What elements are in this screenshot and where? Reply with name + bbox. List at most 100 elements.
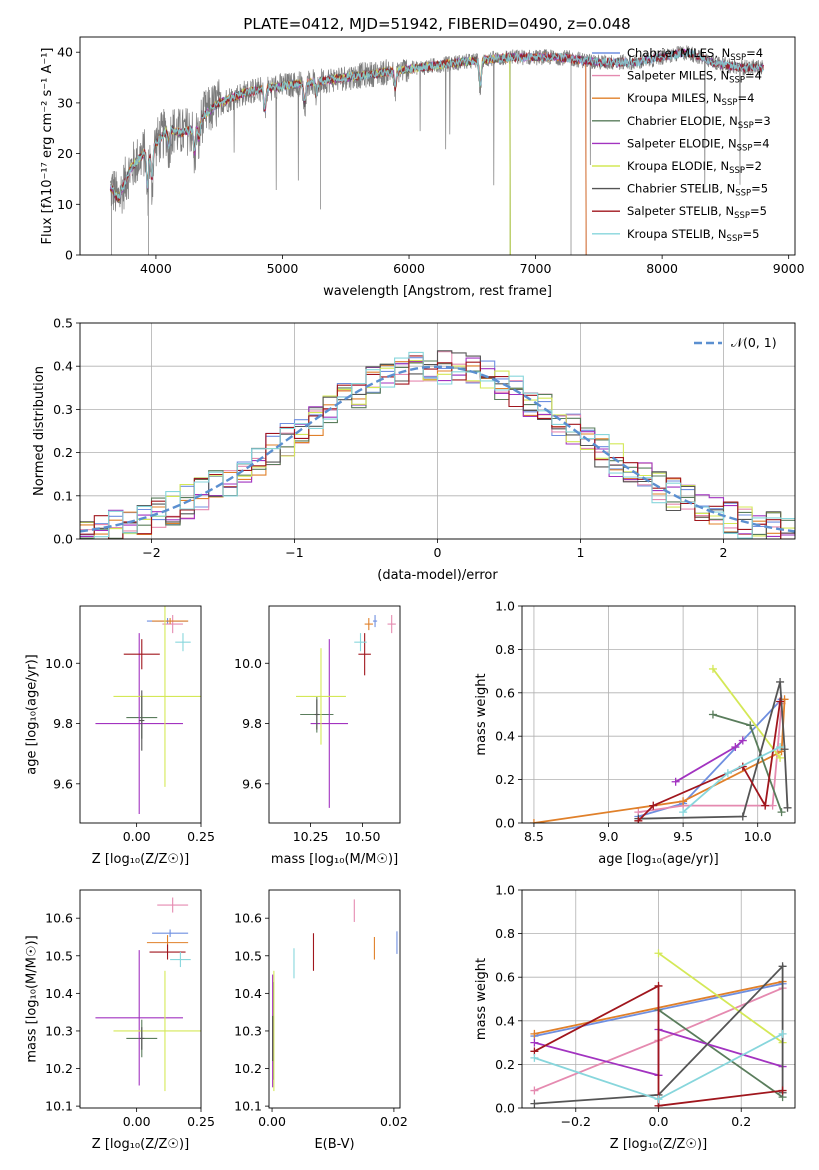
data-point <box>358 633 371 676</box>
x-tick-label: 5000 <box>267 261 299 276</box>
y-tick-label: 9.6 <box>53 776 73 791</box>
series-marker <box>529 819 538 823</box>
age-vs-Z-panel: 0.00 0.25 9.6 9.8 10.0 Z [log₁₀(Z/Z☉)] age [lo… <box>25 605 215 867</box>
data-point <box>157 897 189 913</box>
residuals-panel: −2 −1 0 1 2 0.0 0.1 0.2 0.3 0.4 0.5 (data-model)/er… <box>32 316 796 583</box>
y-tick-label: 10.6 <box>45 911 73 926</box>
data-point <box>152 929 189 937</box>
series-marker <box>776 743 785 752</box>
x-tick-label: 10.0 <box>744 829 772 844</box>
legend-label: Kroupa STELIB, NSSP=5 <box>627 227 759 244</box>
y-tick-label: 0.6 <box>495 685 515 700</box>
plot-frame <box>79 889 202 1109</box>
x-tick-label: 9.0 <box>599 829 619 844</box>
legend-label: Kroupa ELODIE, NSSP=2 <box>627 159 762 176</box>
x-tick-label: 8.5 <box>524 829 544 844</box>
legend-subscript: SSP <box>737 143 753 153</box>
data-point <box>296 648 346 745</box>
series-marker <box>778 1086 787 1095</box>
y-tick-label: 9.8 <box>53 716 73 731</box>
series-line <box>533 984 783 1107</box>
series-marker <box>778 962 787 971</box>
data-point <box>149 944 186 960</box>
x-axis-label: mass [log₁₀(M/M☉)] <box>271 852 398 867</box>
series-marker <box>723 769 732 778</box>
y-tick-label: 0.3 <box>53 402 73 417</box>
x-axis-label: age [log₁₀(age/yr)] <box>598 852 719 867</box>
y-tick-label: 10.5 <box>45 948 73 963</box>
series-line <box>712 668 781 759</box>
legend-label: 𝒩(0, 1) <box>731 335 777 350</box>
series-line <box>657 1009 784 1098</box>
data-point <box>152 618 189 625</box>
y-axis-label: mass [log₁₀(M/M☉)] <box>25 935 40 1062</box>
series-marker <box>634 816 643 823</box>
series-marker <box>708 710 717 719</box>
x-tick-label: 10.25 <box>293 829 329 844</box>
y-tick-label: 0.0 <box>495 1101 515 1116</box>
x-tick-label: 9000 <box>773 261 805 276</box>
normal-reference-curve <box>80 365 795 533</box>
series-marker <box>530 1038 539 1047</box>
x-tick-label: 8000 <box>646 261 678 276</box>
series-marker <box>654 949 663 958</box>
plot-frame <box>521 889 796 1109</box>
x-tick-label: 0.00 <box>258 1114 286 1129</box>
model-spectrum-line <box>109 52 587 255</box>
legend-label: Salpeter MILES, NSSP=4 <box>627 69 762 86</box>
legend-label: Kroupa MILES, NSSP=4 <box>627 91 754 108</box>
y-tick-label: 10.4 <box>234 986 262 1001</box>
x-tick-label: 0.00 <box>123 829 151 844</box>
data-point <box>139 690 145 751</box>
plot-frame <box>268 889 401 1109</box>
errorbar-plot-area <box>296 615 396 808</box>
errorbar-plot-area <box>95 606 201 814</box>
y-tick-label: 10.6 <box>234 911 262 926</box>
legend-subscript: SSP <box>727 234 743 244</box>
weight-plot-area <box>529 664 792 823</box>
series-marker <box>761 801 770 810</box>
legend-tail: =5 <box>751 182 768 196</box>
y-tick-label: 40 <box>57 45 73 60</box>
y-tick-label: 0.4 <box>495 1013 515 1028</box>
series-marker <box>776 753 785 762</box>
y-tick-label: 0.4 <box>495 729 515 744</box>
x-tick-label: 0.00 <box>123 1114 151 1129</box>
plot-frame <box>521 605 796 824</box>
series-line <box>534 964 784 1105</box>
legend-tail: =5 <box>742 227 759 241</box>
data-point <box>364 618 373 631</box>
legend-label: Chabrier ELODIE, NSSP=3 <box>627 114 771 131</box>
y-tick-label: 0.1 <box>53 488 73 503</box>
legend-tail: =5 <box>750 204 767 218</box>
series-marker <box>654 1095 663 1104</box>
spectrum-panel: 4000 5000 6000 7000 8000 9000 0 10 20 30 40 wavelen… <box>40 36 805 299</box>
y-tick-label: 1.0 <box>495 599 515 614</box>
y-tick-label: 10.0 <box>45 656 73 671</box>
y-tick-label: 30 <box>57 95 73 110</box>
series-marker <box>530 1053 539 1062</box>
series-marker <box>679 797 688 806</box>
y-tick-label: 10.0 <box>234 656 262 671</box>
y-tick-label: 10 <box>57 197 73 212</box>
series-marker <box>708 664 717 673</box>
plot-frame <box>79 322 796 540</box>
legend-label: Salpeter ELODIE, NSSP=4 <box>627 136 770 153</box>
legend-label: Salpeter STELIB, NSSP=5 <box>627 204 767 221</box>
data-point <box>372 615 378 628</box>
data-point <box>175 633 191 652</box>
errorbar-plot-area <box>272 899 398 1092</box>
y-tick-label: 0.2 <box>495 772 515 787</box>
data-point <box>113 970 201 1092</box>
legend-subscript: SSP <box>729 166 745 176</box>
data-point <box>95 633 183 814</box>
y-axis-label: mass weight <box>474 958 489 1040</box>
series-marker <box>649 801 658 810</box>
x-tick-label: 4000 <box>140 261 172 276</box>
x-tick-label: 0.25 <box>187 829 215 844</box>
data-point <box>113 606 201 787</box>
y-tick-label: 0.0 <box>495 816 515 831</box>
series-line <box>638 681 789 820</box>
series-marker <box>530 1029 539 1038</box>
